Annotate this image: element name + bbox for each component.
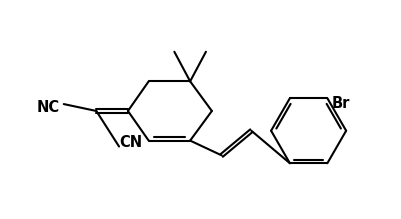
Text: NC: NC — [37, 99, 60, 115]
Text: Br: Br — [330, 96, 349, 111]
Text: CN: CN — [119, 136, 142, 150]
